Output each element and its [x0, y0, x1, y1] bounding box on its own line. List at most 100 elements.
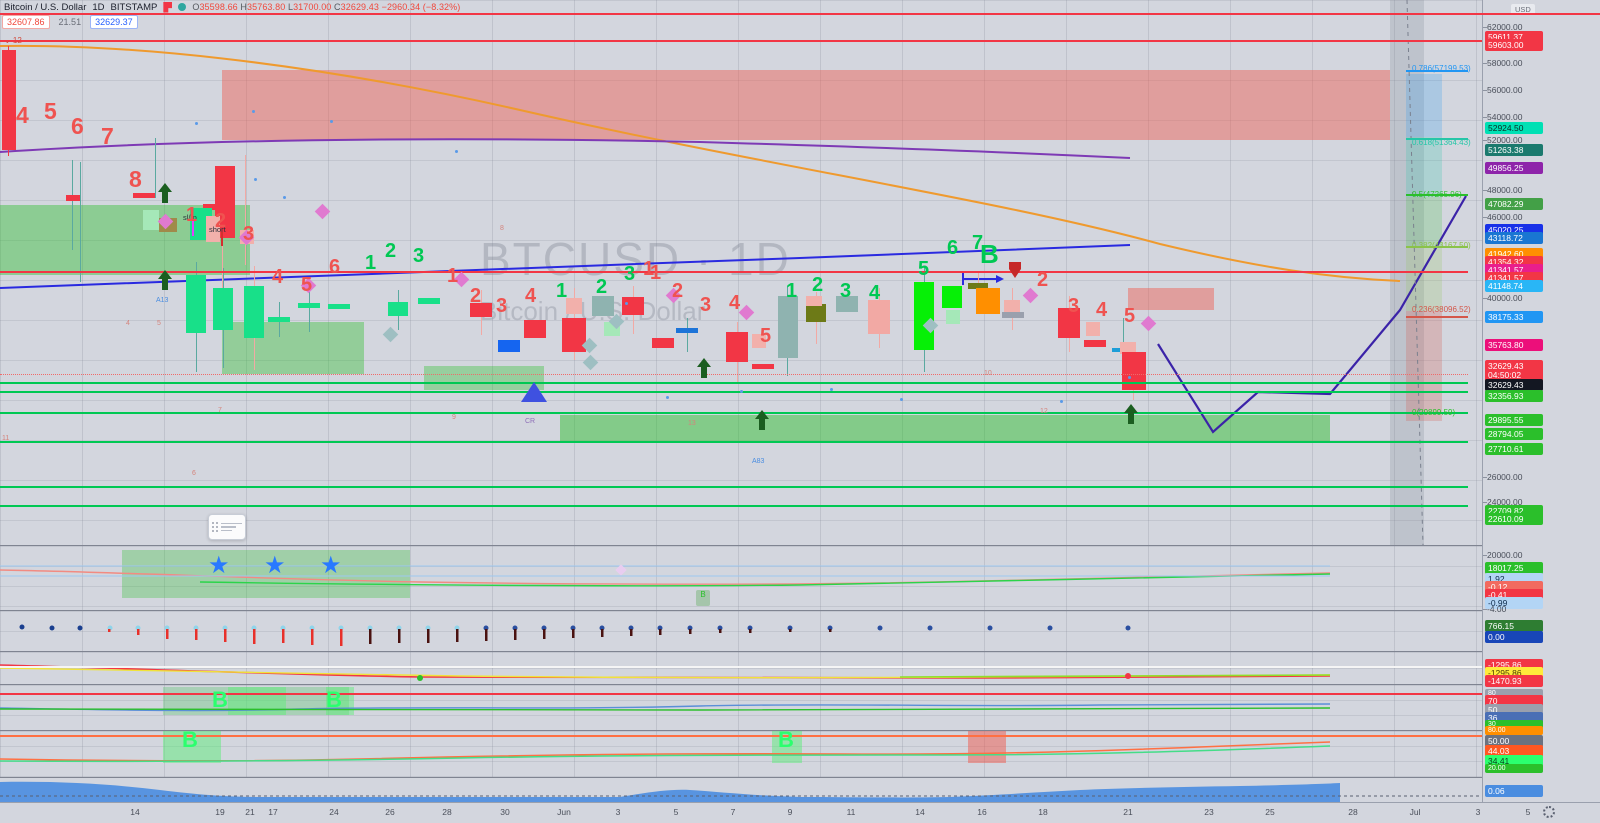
macd-pane[interactable]	[0, 652, 1482, 684]
small-wave-number: 9	[452, 414, 456, 421]
candle-body	[806, 296, 822, 306]
price-label[interactable]: 35763.80	[1485, 339, 1543, 351]
pane-separator[interactable]	[0, 730, 1482, 731]
drag-handle-icon[interactable]	[212, 522, 218, 532]
candle-style-icon[interactable]	[163, 1, 173, 13]
stoch-orange-line	[0, 741, 1331, 762]
time-tick: 14	[130, 807, 140, 817]
chip-buy-price[interactable]: 32629.37	[90, 15, 138, 29]
rsi-overbought-line	[0, 693, 1482, 695]
fib-label-382: 0.382(43167.50)	[1412, 241, 1471, 250]
candle-body	[752, 334, 766, 348]
main-price-pane[interactable]: BTCUSD · 1D Bitcoin / U.S. Dollar	[0, 0, 1482, 545]
axis-tick: 58000.00	[1482, 58, 1523, 68]
pane-separator[interactable]	[0, 684, 1482, 685]
pane-separator[interactable]	[0, 651, 1482, 652]
candle-body	[268, 317, 290, 322]
time-tick: Jul	[1409, 807, 1421, 817]
pane-separator[interactable]	[0, 777, 1482, 778]
pane6-label[interactable]: 80.00	[1485, 726, 1543, 735]
symbol-title[interactable]: Bitcoin / U.S. Dollar	[4, 1, 87, 13]
pane-separator[interactable]	[0, 545, 1482, 546]
wave-number: 2	[812, 274, 824, 296]
pane3-label[interactable]: 0.00	[1485, 631, 1543, 643]
price-label[interactable]: 27710.61	[1485, 443, 1543, 455]
histogram-pane[interactable]	[0, 611, 1482, 651]
pane6-label[interactable]: 50.00	[1485, 735, 1543, 747]
scatter-dot	[830, 388, 833, 391]
fib-band-236	[1406, 311, 1442, 421]
price-label[interactable]: 51263.38	[1485, 144, 1543, 156]
timeframe-label[interactable]: 1D	[92, 1, 105, 13]
pane2-marker-b: B	[696, 590, 710, 606]
small-wave-number: 11	[2, 435, 10, 442]
trade-sl-tp-label: sl/tp	[183, 213, 197, 222]
currency-badge[interactable]: USD	[1511, 4, 1535, 15]
indicator-status-dot-icon	[178, 3, 187, 11]
ma-purple-line	[0, 138, 1131, 159]
pane4-label[interactable]: -1470.93	[1485, 675, 1543, 687]
wave-number: 4	[1096, 299, 1108, 321]
candle-body	[1120, 342, 1136, 354]
axis-tick: 54000.00	[1482, 112, 1523, 122]
price-label[interactable]: 49856.25	[1485, 162, 1543, 174]
price-label[interactable]: 38175.33	[1485, 311, 1543, 323]
volume-pane[interactable]	[0, 778, 1482, 802]
wave-number: 6	[71, 113, 84, 139]
stochastic-lines	[0, 741, 1331, 763]
pane6-label[interactable]: 44.03	[1485, 745, 1543, 757]
time-tick: 3	[615, 807, 621, 817]
price-label[interactable]: 28794.05	[1485, 428, 1543, 440]
time-tick: 7	[730, 807, 736, 817]
pane6-label[interactable]: 20.00	[1485, 764, 1543, 773]
price-label[interactable]: 29895.55	[1485, 414, 1543, 426]
time-settings-icon[interactable]	[1543, 806, 1555, 818]
last-price-label[interactable]: 32629.43	[1485, 379, 1543, 391]
pane5-label[interactable]: 80	[1485, 689, 1543, 698]
axis-tick: 62000.00	[1482, 22, 1523, 32]
floating-settings-widget[interactable]	[208, 514, 246, 540]
pane-separator[interactable]	[0, 610, 1482, 611]
key-level-27710	[0, 441, 1468, 443]
price-label[interactable]: 43118.72	[1485, 232, 1543, 244]
candle-body	[806, 304, 826, 322]
macd-signal-dot	[417, 675, 423, 681]
fib-band-786	[1406, 74, 1442, 137]
pane2-label[interactable]: -0.99	[1485, 597, 1543, 609]
price-label[interactable]: 59603.00	[1485, 39, 1543, 51]
stochastic-pane[interactable]: B B	[0, 727, 1482, 777]
time-axis[interactable]: 14 17 19 21 24 26 28 30 Jun 3 5 7 9 11 1…	[0, 802, 1600, 823]
price-axis[interactable]: 62000.00 58000.00 56000.00 54000.00 5200…	[1482, 0, 1600, 802]
star-marker-icon: ★	[264, 552, 286, 579]
pane5-label[interactable]: 30	[1485, 720, 1543, 729]
candle-body	[836, 296, 858, 312]
pane3-label[interactable]: 766.15	[1485, 620, 1543, 632]
watermark-symbol: BTCUSD · 1D	[480, 233, 791, 285]
rsi-pane[interactable]: B B	[0, 685, 1482, 730]
fib-line-786	[1406, 70, 1468, 72]
price-label[interactable]: 22610.09	[1485, 513, 1543, 525]
price-label[interactable]: 32356.93	[1485, 390, 1543, 402]
signal-diamond-icon	[382, 326, 399, 343]
chip-spread: 21.51	[58, 17, 82, 27]
dot-row	[19, 624, 1131, 631]
wave-number: 2	[596, 276, 608, 298]
oscillator-pane[interactable]: ★ ★ ★ B	[0, 546, 1482, 610]
candle-body	[328, 304, 350, 309]
signal-diamond-icon	[582, 354, 599, 371]
axis-tick: 40000.00	[1482, 293, 1523, 303]
price-label[interactable]: 18017.25	[1485, 562, 1543, 574]
pane7-label[interactable]: 0.06	[1485, 785, 1543, 797]
time-tick: 23	[1204, 807, 1214, 817]
close-value: 32629.43	[340, 2, 379, 12]
price-label[interactable]: 47082.29	[1485, 198, 1543, 210]
scatter-dot	[330, 120, 333, 123]
chip-sell-price[interactable]: 32607.86	[2, 15, 50, 29]
wave-number: 3	[700, 294, 712, 316]
price-label[interactable]: 41148.74	[1485, 280, 1543, 292]
exchange-label[interactable]: BITSTAMP	[110, 1, 158, 13]
current-price-label[interactable]: 32629.43 04:50:02	[1485, 360, 1543, 383]
price-label[interactable]: 52924.50	[1485, 122, 1543, 134]
indicator-legend-row[interactable]: ⌄ 12	[4, 36, 22, 45]
settings-list-icon[interactable]	[221, 522, 242, 532]
